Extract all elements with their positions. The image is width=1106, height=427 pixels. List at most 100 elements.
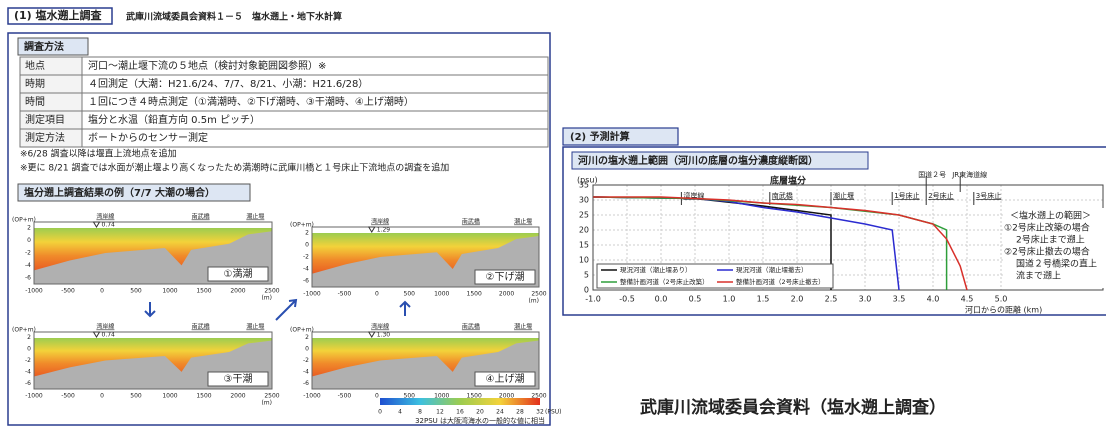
y-tick-label: 15 [579,241,589,250]
section-box [7,32,551,426]
cell [81,128,549,148]
y-tick-label: 10 [579,256,589,265]
y-tick-label: 0 [305,346,309,353]
y-tick-label: -6 [25,274,31,281]
x-tick-label: 1000 [162,393,177,400]
landmark-label: 1号床止 [894,191,919,200]
row-value: ボートからのセンサー測定 [88,131,208,144]
panel-label-box [207,371,269,387]
chart-title-box [571,151,869,170]
x-tick-label: -1000 [25,288,43,295]
y-tick-label: -2 [303,357,309,364]
x-tick-label: 500 [404,291,416,298]
y-tick-label: -6 [25,380,31,387]
row-label: 測定項目 [25,113,65,126]
panel-label-box [474,371,536,387]
x-tick-label: 1500 [467,393,482,400]
x-tick-label: 1500 [196,288,211,295]
arrow [399,300,411,316]
x-tick-label: 500 [130,288,142,295]
results-tab [17,183,251,202]
section-title: (2) 予測計算 [570,130,630,143]
prediction-note: ①2号床止改築の場合 [1004,222,1090,234]
water-mark [92,331,101,338]
x-tick-label: 0 [375,393,379,400]
y-axis-label: (psu) [577,176,598,185]
prediction-note: 2号床止まで遡上 [1016,234,1085,246]
caption: 武庫川流域委員会資料（塩水遡上調査） [640,397,946,418]
results-panels: (OP+m)(m)-1000 -500 0 500 1000 1500 2000 250020… [12,213,547,407]
y-tick-label: -4 [25,368,31,375]
landmark: 潮止堰 [514,218,532,226]
landmark-label: 国道２号 [918,170,946,179]
y-tick-label: -6 [303,278,309,285]
x-tick-label: 2000 [499,291,514,298]
notes-bg [1003,208,1106,288]
prediction-note: ②2号床止撤去の場合 [1004,246,1090,258]
x-tick-label: -500 [61,288,75,295]
landmark: 湾岸線 [96,213,114,221]
x-tick-label: 1.5 [757,295,770,304]
prediction-note: 国道２号橋梁の直上 [1016,258,1097,270]
legend-label: 整備計画河道（2号床止撤去） [736,277,825,286]
x-tick-label: 500 [130,393,142,400]
y-tick-label: 5 [584,271,589,280]
landmark: 潮止堰 [246,323,264,331]
panel-label: ①満潮 [224,267,253,280]
arrow [275,298,298,321]
row-value: １回につき４時点測定（①満潮時、②下げ潮時、③干潮時、④上げ潮時） [88,95,414,108]
y-tick-label: -4 [303,368,309,375]
section-title: (1) 塩水遡上調査 [14,8,102,22]
x-tick-label: 2500 [264,288,279,295]
colorbar-tick: 12 [436,409,444,416]
x-tick-label: 1000 [162,288,177,295]
frame [311,331,540,390]
x-tick-label: 0 [375,291,379,298]
colorbar-tick: 24 [496,409,504,416]
y-tick-label: 25 [579,211,589,220]
y-tick-label: -2 [303,254,309,261]
landmark: 湾岸線 [96,323,114,331]
x-tick-label: 0 [100,288,104,295]
colorbar-tick: 4 [398,409,402,416]
frame [311,226,540,288]
x-tick-label: 0.0 [655,295,668,304]
x-tick-label: 0.5 [689,295,702,304]
landmark: 南武橋 [462,323,480,331]
doc-title: 武庫川流域委員会資料１－５ 塩水遡上・地下水計算 [126,11,342,23]
landmark-label: JR東海道線 [951,170,987,179]
method-title: 調査方法 [24,40,64,53]
x-tick-label: 2.0 [791,295,804,304]
x-tick-label: 2500 [264,393,279,400]
panel-label-box [207,266,269,282]
method-tab [17,37,89,56]
water-level: 0.74 [102,332,116,339]
frame [33,221,273,285]
y-tick-label: -4 [25,262,31,269]
y-tick-label: 0 [27,346,31,353]
x-tick-label: 3.5 [893,295,906,304]
chart-title: 河川の塩水遡上範囲（河川の底層の塩分濃度縦断図） [578,154,818,167]
x-tick-label: -1000 [303,393,321,400]
legend-label: 現況河道（潮止堰撤去） [736,265,808,274]
x-axis-label: (m) [261,295,272,302]
subtitle: 底層塩分 [770,175,806,187]
colorbar-tick: 28 [516,409,524,416]
frame [33,331,273,390]
colorbar-note: 32PSU は大阪湾海水の一般的な値に相当 [415,416,545,425]
y-tick-label: -6 [303,380,309,387]
y-tick-label: 2 [305,334,309,341]
landmark: 南武橋 [462,218,480,226]
landmark-label: 3号床止 [976,191,1001,200]
x-tick-label: 1500 [467,291,482,298]
panel-label: ④上げ潮 [486,372,525,385]
x-tick-label: 2500 [531,291,546,298]
y-tick-label: 2 [27,225,31,232]
landmark: 南武橋 [192,323,210,331]
y-tick-label: 30 [579,196,589,205]
y-tick-label: 0 [584,286,589,295]
x-tick-label: -500 [61,393,75,400]
y-tick-label: -2 [25,357,31,364]
